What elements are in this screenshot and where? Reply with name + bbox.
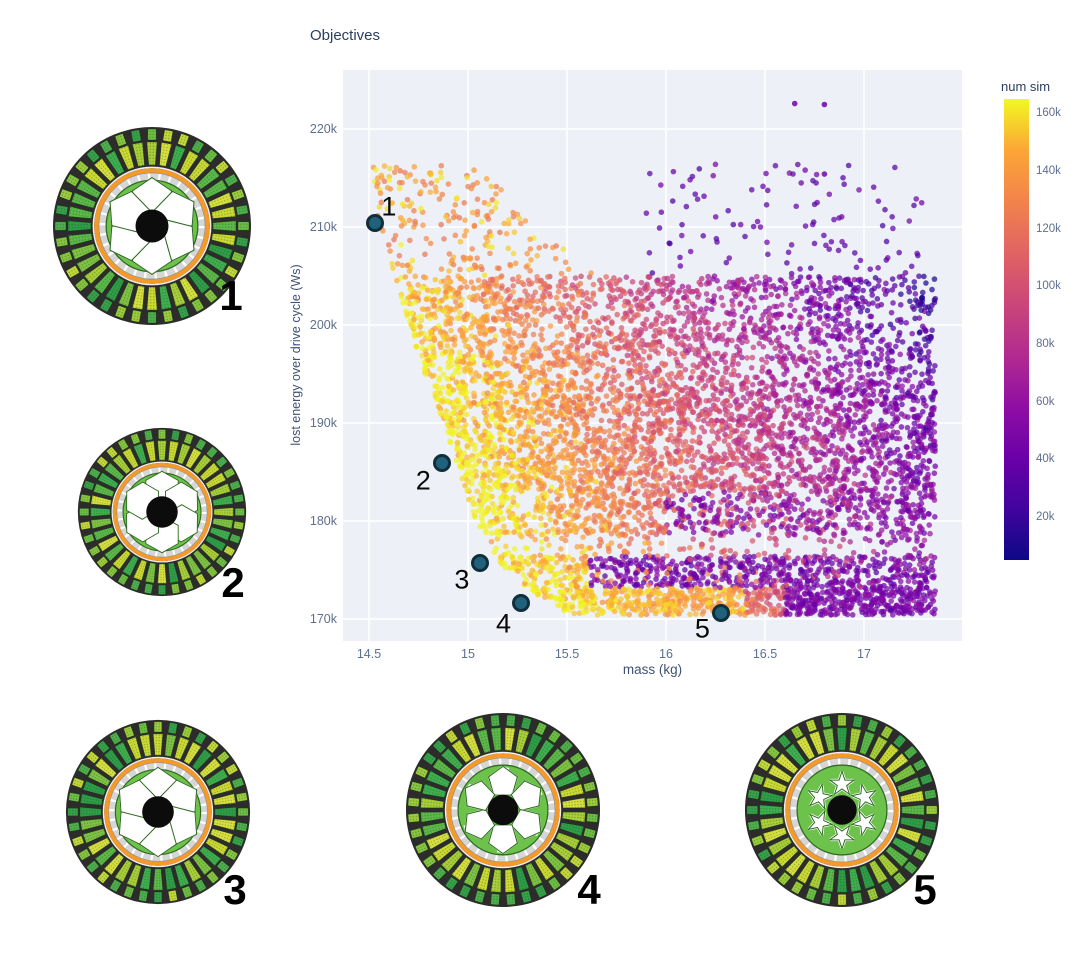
pareto-point-label-1: 1 — [381, 191, 397, 222]
pareto-point-label-2: 2 — [415, 465, 431, 496]
colorbar-tick-label: 160k — [1036, 107, 1061, 120]
motor-cross-section-4 — [405, 712, 601, 908]
pareto-point-label-5: 5 — [694, 613, 710, 644]
y-tick-label: 190k — [309, 416, 337, 430]
x-tick-label: 15.5 — [554, 647, 580, 661]
x-axis-title: mass (kg) — [622, 662, 683, 677]
x-tick-label: 15 — [461, 647, 475, 661]
motor-cross-section-2 — [77, 427, 247, 597]
colorbar — [1004, 99, 1029, 560]
colorbar-tick-label: 140k — [1036, 165, 1061, 178]
colorbar-tick-label: 100k — [1036, 280, 1061, 293]
pareto-point-label-4: 4 — [495, 608, 511, 639]
motor-number-label-2: 2 — [221, 559, 245, 606]
colorbar-tick-label: 40k — [1036, 453, 1055, 466]
motor-cross-section-5 — [744, 712, 940, 908]
y-tick-label: 210k — [309, 220, 337, 234]
motor-number-label-4: 4 — [577, 866, 601, 913]
pareto-point-4[interactable] — [512, 594, 531, 613]
pareto-point-1[interactable] — [365, 214, 384, 233]
pareto-point-2[interactable] — [433, 454, 452, 473]
y-tick-label: 200k — [309, 318, 337, 332]
motor-cross-section-1 — [52, 126, 252, 326]
x-tick-label: 17 — [857, 647, 871, 661]
x-tick-label: 16 — [659, 647, 673, 661]
pareto-point-label-3: 3 — [454, 564, 470, 595]
motor-cross-section-3 — [65, 719, 251, 905]
colorbar-tick-label: 120k — [1036, 222, 1061, 235]
motor-number-label-5: 5 — [913, 866, 937, 913]
colorbar-tick-label: 80k — [1036, 337, 1055, 350]
pareto-point-3[interactable] — [470, 554, 489, 573]
colorbar-title: num sim — [1001, 79, 1051, 94]
motor-number-label-1: 1 — [219, 272, 243, 319]
scatter-cloud-canvas[interactable] — [343, 70, 962, 641]
y-axis-title: lost energy over drive cycle (Ws) — [289, 264, 303, 446]
y-tick-label: 180k — [309, 514, 337, 528]
chart-title: Objectives — [310, 27, 381, 44]
colorbar-tick-label: 60k — [1036, 395, 1055, 408]
y-tick-label: 170k — [309, 612, 337, 626]
plot-area[interactable] — [343, 70, 962, 641]
x-tick-label: 14.5 — [356, 647, 382, 661]
pareto-point-5[interactable] — [712, 604, 731, 623]
colorbar-tick-label: 20k — [1036, 510, 1055, 523]
y-tick-label: 220k — [309, 122, 337, 136]
motor-number-label-3: 3 — [223, 866, 247, 913]
x-tick-label: 16.5 — [752, 647, 778, 661]
